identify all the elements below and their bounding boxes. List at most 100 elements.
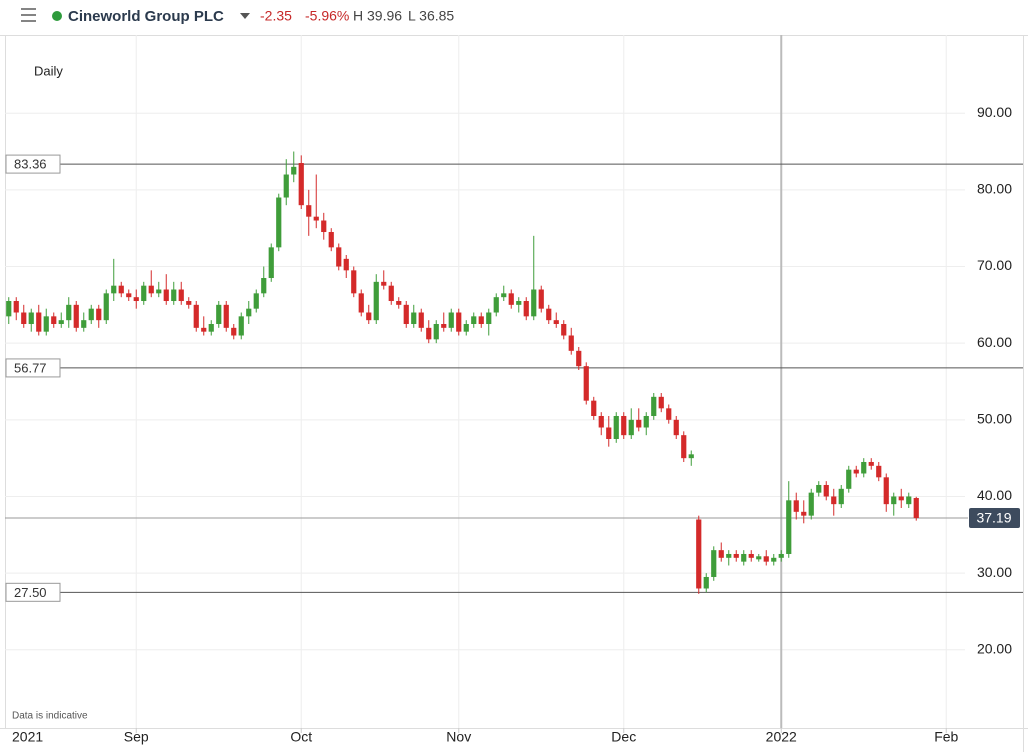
candle-body: [231, 327, 237, 336]
candle-body: [276, 197, 282, 248]
candle-body: [343, 258, 349, 271]
candle-body: [673, 419, 679, 436]
candle-body: [561, 324, 567, 336]
last-price-label: 37.19: [976, 510, 1011, 526]
candle-body: [643, 415, 649, 428]
candle-body: [898, 496, 904, 501]
candle-body: [906, 496, 912, 505]
candle-body: [861, 461, 867, 474]
candle-body: [66, 304, 72, 321]
candle-body: [216, 304, 222, 325]
candle-body: [456, 312, 462, 332]
candle-body: [291, 166, 297, 175]
note: Data is indicative: [12, 711, 88, 722]
y-tick-label: 70.00: [977, 257, 1012, 273]
candle-body: [838, 488, 844, 505]
candle-body: [486, 312, 492, 325]
candle-body: [756, 556, 762, 560]
candle-body: [426, 327, 432, 340]
candle-body: [148, 285, 154, 294]
candle-body: [628, 419, 634, 436]
x-tick-label: Nov: [446, 729, 471, 745]
candle-body: [711, 550, 717, 577]
candle-body: [516, 301, 522, 305]
candle-body: [156, 289, 162, 294]
candle-body: [621, 415, 627, 436]
candle-body: [336, 247, 342, 267]
instrument-name[interactable]: Cineworld Group PLC: [68, 8, 224, 25]
candle-body: [718, 550, 724, 558]
candle-body: [373, 281, 379, 321]
candle-body: [471, 316, 477, 325]
candle-body: [531, 289, 537, 317]
candle-body: [111, 285, 117, 294]
x-tick-label: Dec: [611, 729, 636, 745]
candle-body: [58, 320, 64, 325]
candle-body: [403, 304, 409, 325]
level-label: 27.50: [14, 585, 47, 600]
candle-body: [493, 297, 499, 313]
candle-body: [396, 301, 402, 305]
candle-body: [358, 293, 364, 313]
candle-body: [268, 247, 274, 279]
y-tick-label: 40.00: [977, 487, 1012, 503]
candle-body: [388, 285, 394, 302]
candle-body: [546, 308, 552, 321]
candle-body: [681, 435, 687, 459]
y-tick-label: 30.00: [977, 564, 1012, 580]
candle-body: [808, 492, 814, 516]
candle-body: [6, 301, 12, 317]
candle-body: [636, 419, 642, 428]
candle-body: [283, 174, 289, 198]
candle-body: [96, 308, 102, 321]
candle-body: [313, 216, 319, 221]
candle-body: [141, 285, 147, 302]
candle-body: [433, 324, 439, 340]
candle-body: [651, 396, 657, 416]
candle-body: [816, 484, 822, 493]
dropdown-caret[interactable]: [240, 13, 250, 19]
candle-body: [606, 427, 612, 439]
candle-body: [178, 289, 184, 302]
year-label: 2021: [12, 729, 43, 745]
status-dot: [52, 11, 62, 21]
x-tick-label: 2022: [766, 729, 797, 745]
candle-body: [133, 297, 139, 302]
candle-body: [876, 465, 882, 478]
candle-body: [778, 553, 784, 558]
candle-body: [763, 556, 769, 562]
level-label-box: [5, 358, 61, 378]
candle-body: [568, 335, 574, 351]
candle-body: [298, 163, 304, 206]
last-price-box: [969, 508, 1020, 529]
candle-body: [253, 293, 259, 309]
candle-body: [666, 408, 672, 420]
candle-body: [321, 220, 327, 233]
y-tick-label: 80.00: [977, 181, 1012, 197]
candle-body: [171, 289, 177, 302]
candle-body: [576, 350, 582, 367]
candle-body: [696, 519, 702, 589]
candle-body: [748, 553, 754, 558]
candle-body: [846, 469, 852, 489]
level-label: 56.77: [14, 360, 47, 375]
candle-body: [913, 498, 919, 519]
candle-body: [523, 301, 529, 317]
candle-body: [163, 289, 169, 302]
candle-body: [411, 312, 417, 325]
menu-icon[interactable]: [21, 8, 36, 22]
candle-body: [28, 312, 34, 325]
candle-body: [103, 293, 109, 321]
candle-body: [478, 316, 484, 325]
x-tick-label: Feb: [934, 729, 958, 745]
candle-body: [553, 320, 559, 325]
candle-body: [328, 232, 334, 248]
x-tick-label: Sep: [124, 729, 149, 745]
candle-body: [208, 324, 214, 332]
y-tick-label: 20.00: [977, 641, 1012, 657]
level-label-box: [5, 582, 61, 602]
candle-body: [36, 312, 42, 332]
level-label: 83.36: [14, 157, 47, 172]
